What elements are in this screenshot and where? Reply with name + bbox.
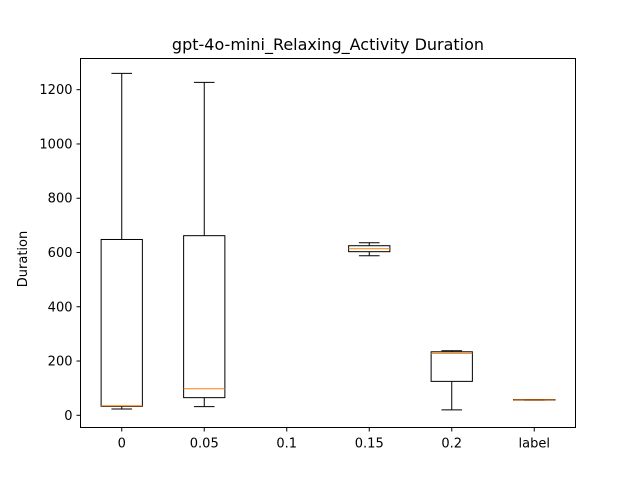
y-tick-label: 800 xyxy=(48,192,73,207)
x-tick-label: 0 xyxy=(118,437,126,452)
y-tick-label: 0 xyxy=(64,409,72,424)
y-tick-label: 1000 xyxy=(39,137,72,152)
plot-layer: 0 200 400 600 800 1000 1200 0 0.05 0.1 0.15 0.2 labe… xyxy=(39,72,556,452)
box-iqr xyxy=(430,351,473,382)
axes-frame xyxy=(80,58,576,428)
y-tick-label: 400 xyxy=(48,300,73,315)
y-axis-label: Duration xyxy=(16,231,31,287)
chart-title: gpt-4o-mini_Relaxing_Activity Duration xyxy=(172,35,484,55)
y-tick-label: 200 xyxy=(48,355,73,370)
x-tick-label: label xyxy=(519,437,550,452)
x-tick-label: 0.1 xyxy=(276,437,297,452)
x-tick-label: 0.15 xyxy=(355,437,384,452)
box-iqr xyxy=(100,238,143,407)
box-iqr xyxy=(183,235,226,399)
x-tick-label: 0.05 xyxy=(190,437,219,452)
y-tick-label: 1200 xyxy=(39,83,72,98)
x-tick-label: 0.2 xyxy=(441,437,462,452)
y-tick-label: 600 xyxy=(48,246,73,261)
